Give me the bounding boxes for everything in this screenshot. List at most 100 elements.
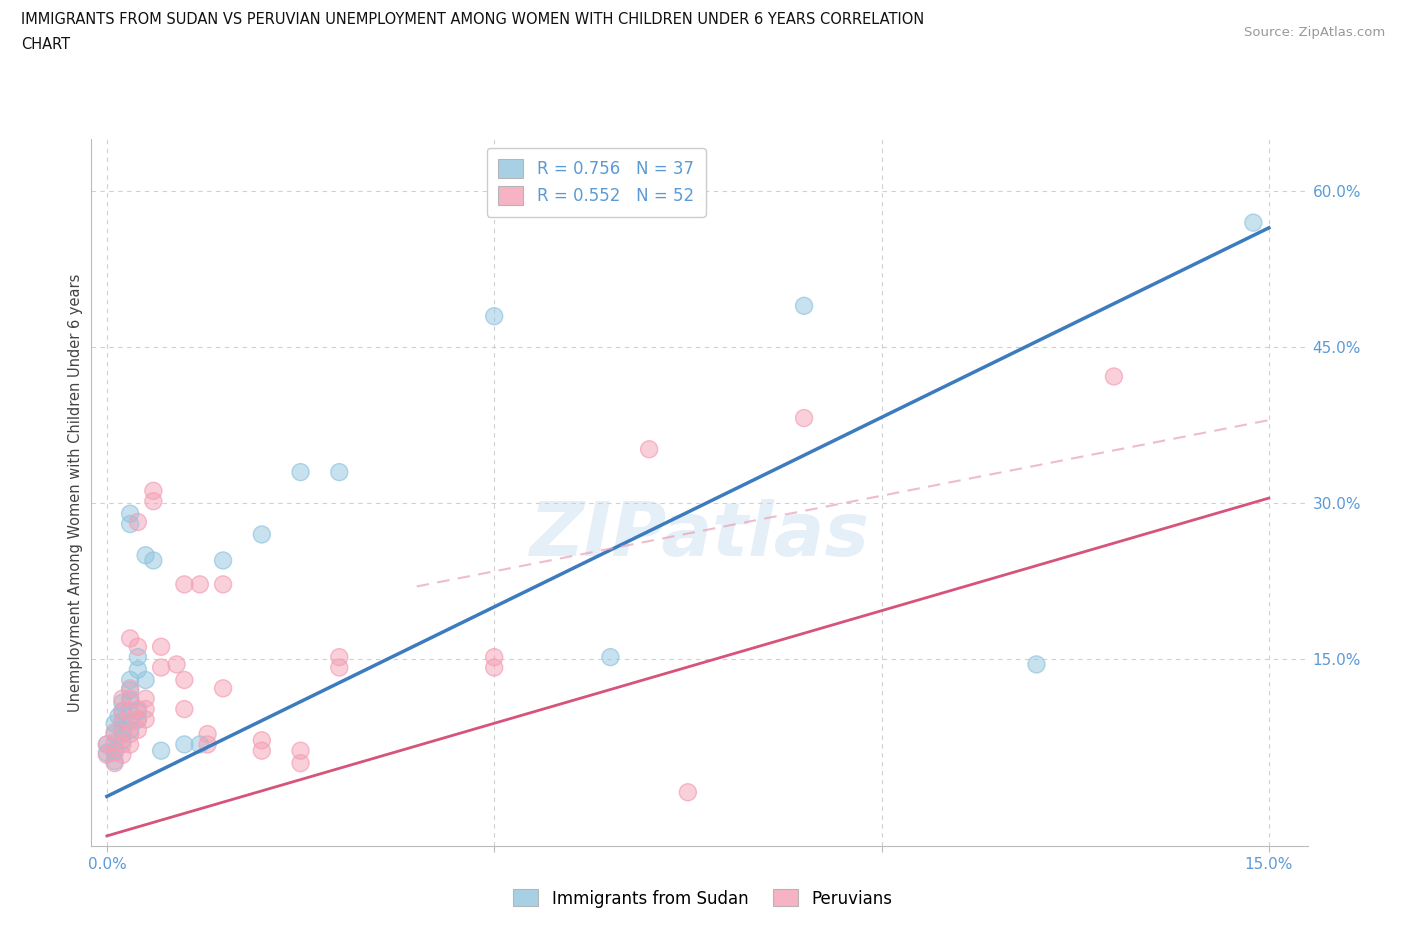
Point [197,737,219,751]
Point [107,709,129,724]
Point [111,704,134,719]
Point [127,514,149,529]
Point [120,506,142,521]
Point [104,735,127,750]
Point [197,726,219,741]
Point [120,683,142,698]
Point [142,494,165,509]
Point [111,748,134,763]
Point [111,737,134,751]
Point [482,650,505,665]
Point [482,309,505,324]
Point [212,577,235,591]
Point [127,639,149,654]
Point [150,743,173,758]
Point [142,553,165,568]
Point [96,748,118,763]
Point [104,716,127,731]
Point [250,527,273,542]
Point [104,756,127,771]
Point [250,743,273,758]
Point [104,724,127,739]
Point [290,756,312,771]
Point [135,548,157,563]
Point [111,696,134,711]
Point [328,660,350,675]
Legend: R = 0.756   N = 37, R = 0.552   N = 52: R = 0.756 N = 37, R = 0.552 N = 52 [486,148,706,217]
Point [111,748,134,763]
Text: ZIPatlas: ZIPatlas [530,498,869,572]
Point [96,745,118,760]
Point [104,743,127,758]
Point [150,660,173,675]
Point [250,733,273,748]
Point [120,714,142,729]
Point [127,712,149,727]
Point [250,527,273,542]
Point [104,743,127,758]
Point [173,737,195,751]
Point [111,737,134,751]
Point [793,411,815,426]
Point [104,745,127,760]
Point [127,712,149,727]
Point [173,672,195,687]
Point [120,691,142,706]
Point [111,691,134,706]
Point [107,709,129,724]
Point [676,785,699,800]
Point [135,701,157,716]
Point [120,683,142,698]
Point [111,726,134,741]
Point [127,650,149,665]
Point [793,411,815,426]
Point [127,712,149,727]
Point [173,701,195,716]
Point [120,704,142,719]
Point [104,726,127,741]
Point [482,309,505,324]
Point [120,723,142,737]
Point [793,299,815,313]
Point [120,517,142,532]
Point [111,714,134,729]
Point [173,737,195,751]
Point [328,650,350,665]
Point [793,299,815,313]
Text: CHART: CHART [21,37,70,52]
Point [120,694,142,709]
Point [1102,369,1125,384]
Point [212,681,235,696]
Point [135,548,157,563]
Point [1102,369,1125,384]
Point [142,553,165,568]
Point [166,657,188,671]
Point [104,745,127,760]
Y-axis label: Unemployment Among Women with Children Under 6 years: Unemployment Among Women with Children U… [67,273,83,712]
Point [638,442,661,457]
Point [142,494,165,509]
Point [127,662,149,677]
Point [111,733,134,748]
Text: Source: ZipAtlas.com: Source: ZipAtlas.com [1244,26,1385,39]
Point [290,743,312,758]
Point [104,753,127,768]
Point [212,681,235,696]
Point [173,577,195,591]
Point [290,465,312,480]
Point [120,726,142,741]
Point [96,745,118,760]
Point [150,660,173,675]
Point [120,672,142,687]
Point [328,465,350,480]
Point [104,726,127,741]
Point [111,704,134,719]
Point [290,743,312,758]
Point [111,696,134,711]
Point [120,631,142,645]
Point [599,650,621,665]
Point [1025,657,1047,671]
Point [104,724,127,739]
Point [676,785,699,800]
Point [111,733,134,748]
